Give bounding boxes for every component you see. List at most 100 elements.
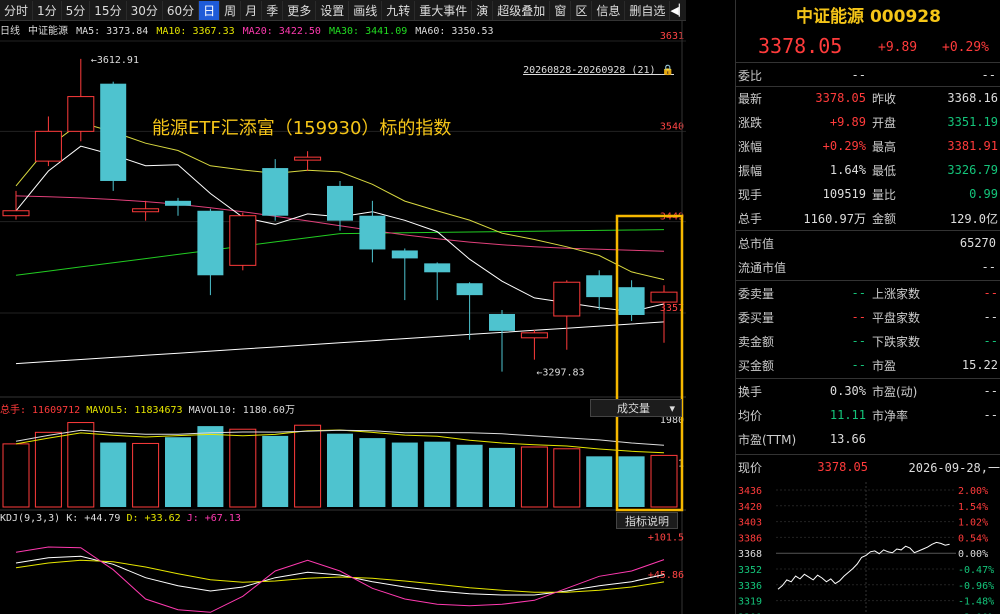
mini-right-tick: -2.00% xyxy=(958,612,994,614)
ratio-l1: 换手 xyxy=(738,384,763,399)
indicator-help-button[interactable]: 指标说明 xyxy=(616,512,678,529)
ratio-row: 市盈(TTM) 13.66 xyxy=(738,428,998,450)
quote-v1: 1160.97万 xyxy=(803,211,866,226)
quote-v2: 3351.19 xyxy=(947,115,998,129)
float-row: 流通市值 -- xyxy=(738,256,998,278)
volume-tick-label: 1980 xyxy=(660,415,684,426)
collapse-panel-icon[interactable]: ◀▏ xyxy=(670,3,688,17)
tab-1min[interactable]: 1分 xyxy=(33,0,62,20)
date-range-label[interactable]: 20260828-20260928 (21) 🔒 xyxy=(523,65,674,76)
more-button[interactable]: 更多 xyxy=(283,0,317,20)
mini-right-tick: 2.00% xyxy=(958,486,988,497)
tab-30min[interactable]: 30分 xyxy=(127,0,163,20)
candle-body xyxy=(165,200,191,206)
volume-bar xyxy=(553,448,581,508)
volume-legend: 总手: 11609712 MAVOL5: 11834673 MAVOL10: 1… xyxy=(0,401,295,416)
total-volume-label: 总手: 11609712 xyxy=(0,405,81,416)
mini-left-tick: 3368 xyxy=(738,549,762,560)
candle-body xyxy=(618,287,645,315)
order-l2: 平盘家数 xyxy=(872,310,921,325)
ratio-v2: -- xyxy=(983,384,998,398)
tab-quarter[interactable]: 季 xyxy=(262,0,284,20)
order-v2: -- xyxy=(983,310,998,324)
divider xyxy=(736,280,1000,281)
draw-line-button[interactable]: 画线 xyxy=(349,0,383,20)
volume-bar xyxy=(34,431,62,508)
nine-turn-button[interactable]: 九转 xyxy=(382,0,416,20)
info-button[interactable]: 信息 xyxy=(592,0,626,20)
candle-body xyxy=(489,313,515,331)
ratio-l2: 市盈(动) xyxy=(872,384,918,399)
mini-left-tick: 3301 xyxy=(738,612,762,614)
divider xyxy=(736,62,1000,63)
divider xyxy=(736,86,1000,87)
kdj-tick-label: +101.5 xyxy=(648,533,684,544)
volume-bar xyxy=(618,456,645,507)
zone-button[interactable]: 区 xyxy=(571,0,593,20)
mini-right-tick: 1.02% xyxy=(958,518,988,529)
order-l1: 委卖量 xyxy=(738,286,775,301)
volume-bar xyxy=(100,442,127,507)
mini-left-tick: 3420 xyxy=(738,502,762,513)
kline-chart-area: 3631354034493357←3612.91←3297.8319801001… xyxy=(0,21,686,614)
order-l2: 下跌家数 xyxy=(872,334,921,349)
window-button[interactable]: 窗 xyxy=(550,0,572,20)
ratio-v2: -- xyxy=(983,408,998,422)
tab-60min[interactable]: 60分 xyxy=(163,0,200,20)
quote-l1: 最新 xyxy=(738,91,763,106)
tab-week[interactable]: 周 xyxy=(220,0,242,20)
volume-bar xyxy=(2,443,30,508)
candle-body xyxy=(391,250,418,259)
order-v1: -- xyxy=(851,286,866,300)
price-tick-label: 3540 xyxy=(660,121,684,132)
quote-panel: 中证能源 000928 3378.05 +9.89 +0.29% 委比 -- -… xyxy=(735,0,1000,614)
quote-l2: 开盘 xyxy=(872,115,897,130)
high-annotation: ←3612.91 xyxy=(91,55,139,66)
low-annotation: ←3297.83 xyxy=(536,368,584,379)
settings-button[interactable]: 设置 xyxy=(316,0,350,20)
volume-bar xyxy=(650,454,678,508)
quote-row: 涨跌 +9.89 开盘 3351.19 xyxy=(738,111,998,133)
index-name-label: 中证能源 xyxy=(28,26,69,37)
quote-row: 振幅 1.64% 最低 3326.79 xyxy=(738,159,998,181)
mini-right-tick: 0.00% xyxy=(958,549,988,560)
mini-left-tick: 3336 xyxy=(738,581,762,592)
candle-body xyxy=(262,168,289,216)
volume-indicator-select[interactable]: 成交量 ▾ xyxy=(590,399,682,417)
intraday-mini-chart: 3436 2.00% 3420 1.54% 3403 1.02% 3386 0.54% 3368… xyxy=(738,482,994,614)
mini-right-tick: -1.48% xyxy=(958,597,994,608)
mini-left-tick: 3436 xyxy=(738,486,762,497)
ratio-v1: 11.11 xyxy=(829,408,866,422)
kdj-tick-label: +45.86 xyxy=(648,570,684,581)
volume-bar xyxy=(359,438,386,507)
kdj-j-line xyxy=(15,546,665,613)
ma20-label: MA20: 3422.50 xyxy=(242,26,321,37)
volume-bar xyxy=(489,447,515,507)
demo-button[interactable]: 演 xyxy=(472,0,494,20)
quote-row: 涨幅 +0.29% 最高 3381.91 xyxy=(738,135,998,157)
tab-fenshi[interactable]: 分时 xyxy=(0,0,34,20)
overlay-button[interactable]: 超级叠加 xyxy=(493,0,551,20)
kdj-legend: KDJ(9,3,3) K: +44.79 D: +33.62 J: +67.13 xyxy=(0,513,241,524)
order-v1: -- xyxy=(851,358,866,372)
tab-day[interactable]: 日 xyxy=(199,0,221,20)
mavol5-label: MAVOL5: 11834673 xyxy=(86,405,183,416)
weibi-row: 委比 -- -- xyxy=(738,64,998,86)
tab-15min[interactable]: 15分 xyxy=(90,0,127,20)
tab-5min[interactable]: 5分 xyxy=(62,0,91,20)
remove-watchlist-button[interactable]: 删自选 xyxy=(625,0,671,20)
mktcap-value: 65270 xyxy=(959,236,996,250)
quote-v2: 3326.79 xyxy=(947,163,998,177)
quote-change-pct: +0.29% xyxy=(942,40,989,55)
ratio-l1: 市盈(TTM) xyxy=(738,432,797,447)
major-events-button[interactable]: 重大事件 xyxy=(415,0,473,20)
tab-month[interactable]: 月 xyxy=(241,0,263,20)
period-label: 日线 xyxy=(0,26,20,37)
mktcap-row: 总市值 65270 xyxy=(738,232,998,254)
ratio-row: 均价 11.11 市净率 -- xyxy=(738,404,998,426)
candle-body xyxy=(229,215,257,266)
order-l2: 市盈 xyxy=(872,358,897,373)
candle-body xyxy=(100,83,127,181)
volume-bar xyxy=(67,422,95,508)
quote-l2: 金额 xyxy=(872,211,897,226)
